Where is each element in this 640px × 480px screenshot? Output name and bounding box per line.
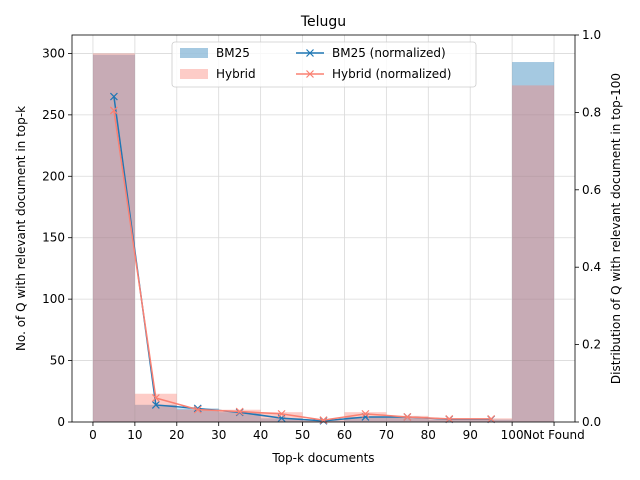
bar-hybrid [470,418,513,422]
point-hybrid-normalized [151,394,160,402]
legend-swatch-bm25 [180,48,208,58]
y2-tick-label: 0.8 [582,105,601,119]
legend-label-hybrid-normalized: Hybrid (normalized) [332,67,451,81]
x-tick-label: 90 [463,428,478,442]
legend-label-bm25-normalized: BM25 (normalized) [332,46,446,60]
bar-hybrid [386,415,429,422]
point-hybrid-normalized [235,407,244,416]
point-hybrid-normalized [193,405,202,414]
legend: BM25 Hybrid BM25 (normalized) Hybrid (norma… [171,41,477,88]
ticks-layer: 0 10 20 30 40 50 60 70 80 90 100 Not Found050100150… [42,28,601,442]
y-tick-label: 300 [42,46,65,60]
x-tick-label: 10 [127,428,142,442]
grid-layer [72,35,575,423]
x-tick-label: 80 [421,428,436,442]
legend-box [171,41,477,88]
x-tick-label: 60 [337,428,352,442]
legend-label-hybrid: Hybrid [216,67,256,81]
y2-axis-label: Distribution of Q with relevant document… [609,73,623,384]
bar-bm25 [176,408,219,422]
legend-marker-hybrid-normalized [306,70,314,78]
x-tick-label: 20 [169,428,184,442]
bar-bm25 [344,417,387,422]
point-hybrid-normalized [277,409,286,418]
point-hybrid-normalized [361,409,370,418]
bar-hybrid [176,409,219,422]
chart-title: Telugu [300,14,346,30]
bar-hybrid [512,85,555,422]
x-tick-label: 30 [211,428,226,442]
point-hybrid-normalized [403,413,412,421]
point-bm25-normalized [193,404,202,413]
y2-tick-label: 0.2 [582,338,601,352]
bar-bm25 [92,54,135,423]
y-tick-label: 250 [42,108,65,122]
bar-hybrid [428,418,471,422]
y-tick-label: 150 [42,231,65,245]
bar-bm25 [218,412,261,422]
point-hybrid-normalized [445,414,454,423]
x-tick-label: Not Found [523,428,584,442]
point-hybrid-normalized [487,414,496,423]
x-tick-label: 0 [89,428,97,442]
bar-bm25 [134,404,177,422]
bar-hybrid [260,412,303,422]
point-bm25-normalized [109,92,118,101]
legend-swatch-hybrid [180,69,208,79]
y-tick-label: 50 [50,354,65,368]
y2-tick-label: 0.4 [582,260,601,274]
bar-bm25 [260,418,303,422]
x-tick-label: 70 [379,428,394,442]
y-tick-label: 100 [42,292,65,306]
x-axis-label: Top-k documents [271,451,374,465]
legend-marker-bm25-normalized [306,49,314,57]
y2-tick-label: 0.6 [582,183,601,197]
point-hybrid-normalized [109,106,118,115]
line-hybrid-normalized [113,110,492,421]
bar-hybrid [92,53,135,423]
bar-bm25 [428,419,471,422]
lines-layer [109,92,496,425]
y2-tick-label: 1.0 [582,28,601,42]
y-axis-label: No. of Q with relevant document in top-k [14,106,28,351]
y-tick-label: 200 [42,169,65,183]
bar-bm25 [386,417,429,422]
y2-tick-label: 0.0 [582,415,601,429]
point-bm25-normalized [151,401,160,409]
plot-frame [71,34,576,423]
x-tick-label: 40 [253,428,268,442]
bar-bm25 [470,419,513,422]
y-tick-label: 0 [57,415,65,429]
bar-bm25 [512,62,555,423]
x-tick-label: 50 [295,428,310,442]
legend-label-bm25: BM25 [216,46,250,60]
x-tick-label: 100 [501,428,524,442]
